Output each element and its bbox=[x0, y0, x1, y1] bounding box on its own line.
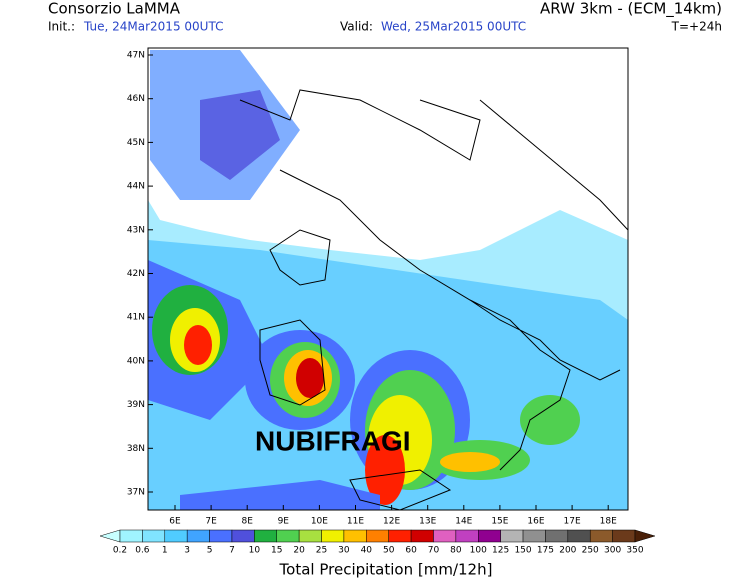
lat-label: 47N bbox=[127, 51, 145, 61]
colorbar-segment bbox=[455, 529, 479, 543]
lon-label: 7E bbox=[205, 517, 217, 527]
lon-label: 16E bbox=[527, 517, 544, 527]
colorbar-label: 20 bbox=[293, 546, 305, 556]
lon-label: 8E bbox=[241, 517, 253, 527]
colorbar-segment bbox=[343, 529, 367, 543]
precip-field bbox=[148, 48, 628, 510]
lat-label: 44N bbox=[127, 182, 145, 192]
lat-label: 46N bbox=[127, 94, 145, 104]
colorbar-arrow bbox=[99, 529, 121, 543]
colorbar-segment bbox=[366, 529, 389, 543]
colorbar-label: 300 bbox=[604, 546, 621, 556]
colorbar-label: 30 bbox=[338, 546, 350, 556]
colorbar-label: 350 bbox=[626, 546, 643, 556]
colorbar-arrow bbox=[634, 529, 656, 543]
colorbar-segment bbox=[589, 529, 613, 543]
colorbar-label: 5 bbox=[207, 546, 213, 556]
left-title: Consorzio LaMMA bbox=[48, 0, 181, 18]
lon-label: 9E bbox=[278, 517, 290, 527]
colorbar-segment bbox=[433, 529, 457, 543]
colorbar-label: 15 bbox=[271, 546, 282, 556]
colorbar-label: 10 bbox=[249, 546, 261, 556]
colorbar-label: 40 bbox=[361, 546, 373, 556]
colorbar-label: 0.2 bbox=[113, 546, 127, 556]
valid-label: Valid: bbox=[340, 20, 373, 34]
colorbar-label: 100 bbox=[470, 546, 487, 556]
colorbar-segment bbox=[321, 529, 345, 543]
lon-label: 6E bbox=[169, 517, 181, 527]
colorbar-label: 250 bbox=[582, 546, 599, 556]
colorbar-label: 60 bbox=[405, 546, 417, 556]
colorbar-segment bbox=[478, 529, 501, 543]
init-label: Init.: bbox=[48, 20, 75, 34]
lat-label: 45N bbox=[127, 138, 145, 148]
lat-label: 38N bbox=[127, 444, 145, 454]
lat-label: 40N bbox=[127, 356, 145, 366]
colorbar-label: 3 bbox=[184, 546, 190, 556]
colorbar-label: 150 bbox=[514, 546, 531, 556]
colorbar-segment bbox=[209, 529, 233, 543]
lat-label: 39N bbox=[127, 400, 145, 410]
lon-label: 13E bbox=[419, 517, 436, 527]
map-frame bbox=[147, 47, 629, 511]
lon-label: 18E bbox=[600, 517, 617, 527]
colorbar-label: 7 bbox=[229, 546, 235, 556]
colorbar-label: 200 bbox=[559, 546, 576, 556]
colorbar-segment bbox=[231, 529, 255, 543]
colorbar-segment bbox=[142, 529, 166, 543]
coastlines bbox=[239, 89, 629, 511]
colorbar-label: 50 bbox=[383, 546, 395, 556]
lon-label: 12E bbox=[383, 517, 400, 527]
colorbar-label: 175 bbox=[537, 546, 554, 556]
colorbar-label: 0.6 bbox=[135, 546, 150, 556]
colorbar-segment bbox=[522, 529, 546, 543]
lon-label: 14E bbox=[455, 517, 472, 527]
lat-label: 43N bbox=[127, 225, 145, 235]
colorbar-label: 25 bbox=[316, 546, 327, 556]
lat-label: 42N bbox=[127, 269, 145, 279]
colorbar-segment bbox=[254, 529, 277, 543]
colorbar-label: 80 bbox=[450, 546, 462, 556]
valid-value: Wed, 25Mar2015 00UTC bbox=[381, 20, 526, 34]
forecast-time: T=+24h bbox=[671, 20, 722, 34]
colorbar-label: 70 bbox=[428, 546, 440, 556]
lon-label: 17E bbox=[564, 517, 581, 527]
colorbar-label: 125 bbox=[492, 546, 509, 556]
colorbar-segment bbox=[298, 529, 322, 543]
colorbar-segment bbox=[164, 529, 188, 543]
init-value: Tue, 24Mar2015 00UTC bbox=[83, 20, 223, 34]
colorbar-segment bbox=[612, 529, 636, 543]
colorbar-segment bbox=[410, 529, 434, 543]
overlay-text: NUBIFRAGI bbox=[255, 425, 411, 456]
lat-label: 41N bbox=[127, 313, 145, 323]
colorbar-segment bbox=[567, 529, 591, 543]
colorbar-title: Total Precipitation [mm/12h] bbox=[279, 561, 493, 579]
colorbar-segment bbox=[500, 529, 524, 543]
colorbar-segment bbox=[276, 529, 300, 543]
lon-label: 11E bbox=[347, 517, 364, 527]
lon-label: 10E bbox=[311, 517, 328, 527]
right-title: ARW 3km - (ECM_14km) bbox=[540, 0, 722, 19]
colorbar-label: 1 bbox=[162, 546, 168, 556]
colorbar-segment bbox=[388, 529, 412, 543]
lat-label: 37N bbox=[127, 488, 145, 498]
lon-label: 15E bbox=[491, 517, 508, 527]
colorbar-segment bbox=[186, 529, 210, 543]
colorbar-segment bbox=[545, 529, 569, 543]
colorbar-segment bbox=[119, 529, 143, 543]
